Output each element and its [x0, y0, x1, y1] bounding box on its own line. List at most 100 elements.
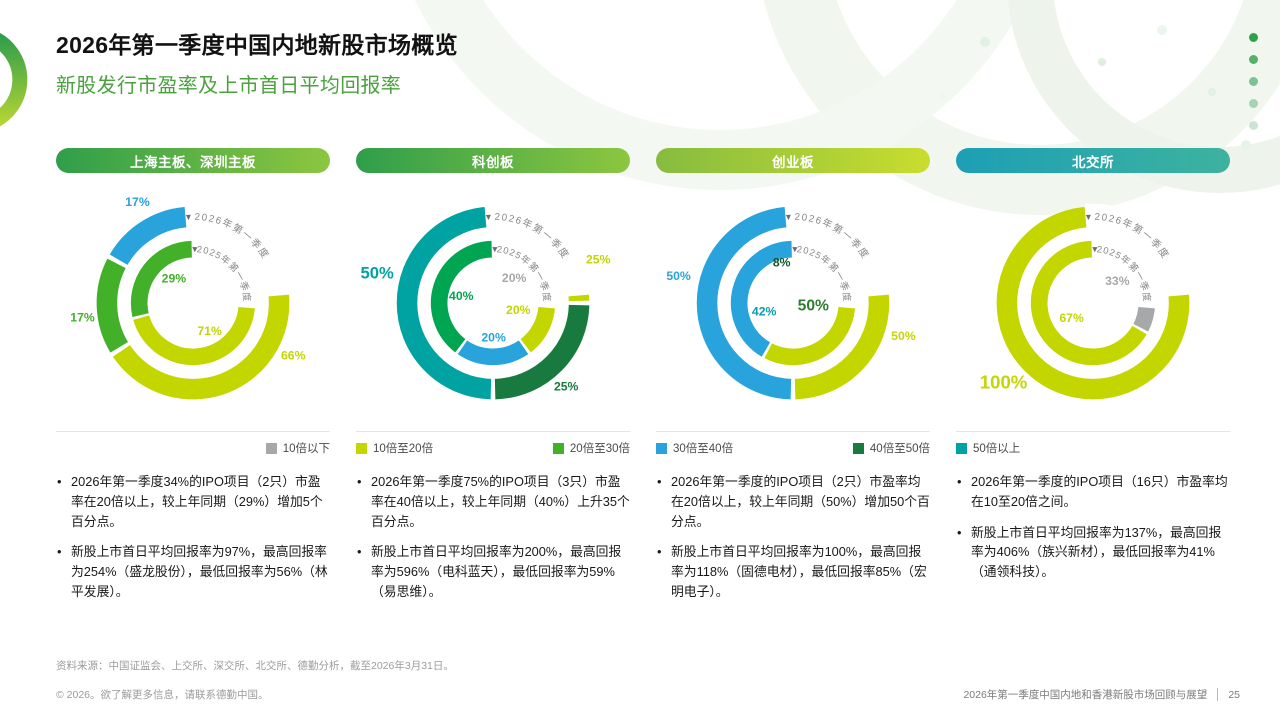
deco-dot — [1249, 55, 1258, 64]
bullet-item: 2026年第一季度75%的IPO项目（3只）市盈率在40倍以上，较上年同期（40… — [356, 472, 630, 531]
segment-percent-label: 67% — [1059, 311, 1084, 325]
segment-percent-label: 50% — [798, 297, 829, 314]
ring-period-marker-icon: ▼ — [1084, 212, 1093, 222]
bullet-item: 新股上市首日平均回报率为100%，最高回报率为118%（固德电材），最低回报率8… — [656, 542, 930, 601]
ring-period-marker-icon: ▼ — [790, 244, 799, 254]
segment-percent-label: 20% — [506, 303, 531, 317]
footer-bar: © 2026。欲了解更多信息，请联系德勤中国。 2026年第一季度中国内地和香港… — [56, 687, 1240, 702]
legend-swatch-icon — [356, 442, 367, 454]
segment-percent-label: 17% — [70, 311, 95, 325]
footer-divider — [1217, 688, 1219, 701]
bullet-item: 新股上市首日平均回报率为137%，最高回报率为406%（族兴新材），最低回报率为… — [956, 523, 1230, 582]
ring-period-marker-icon: ▼ — [190, 244, 199, 254]
ring-period-marker-icon: ▼ — [1090, 244, 1099, 254]
bullet-item: 新股上市首日平均回报率为200%，最高回报率为596%（电科蓝天），最低回报率为… — [356, 542, 630, 601]
legend-item: 10倍至20倍 — [356, 440, 433, 456]
legend-item: 10倍以下 — [265, 440, 330, 456]
board-name: 北交所 — [1072, 154, 1114, 170]
crescent-decoration-icon — [0, 33, 28, 127]
legend-label: 10倍以下 — [282, 443, 330, 455]
bullet-item: 新股上市首日平均回报率为97%，最高回报率为254%（盛龙股份），最低回报率为5… — [56, 542, 330, 601]
copyright-note: © 2026。欲了解更多信息，请联系德勤中国。 — [56, 689, 269, 701]
segment-percent-label: 25% — [586, 253, 611, 267]
legend-swatch-icon — [265, 442, 277, 454]
bullet-item: 2026年第一季度的IPO项目（16只）市盈率均在10至20倍之间。 — [956, 472, 1230, 512]
source-note: 资料来源：中国证监会、上交所、深交所、北交所、德勤分析，截至2026年3月31日… — [56, 660, 454, 672]
board-name: 上海主板、深圳主板 — [130, 154, 256, 170]
segment-percent-label: 8% — [773, 256, 791, 270]
legend-label: 30倍至40倍 — [673, 443, 734, 455]
donut-segment — [96, 258, 129, 353]
legend-swatch-icon — [852, 442, 864, 454]
segment-percent-label: 66% — [281, 349, 306, 363]
donut-segment — [1030, 240, 1147, 366]
board-name: 创业板 — [772, 154, 814, 170]
decorative-dots — [1249, 33, 1258, 130]
legend-label: 50倍以上 — [973, 443, 1021, 455]
deco-dot — [1249, 33, 1258, 42]
doc-meta: 2026年第一季度中国内地和香港新股市场回顾与展望 25 — [963, 687, 1240, 702]
ring-period-marker-icon: ▼ — [184, 212, 193, 222]
segment-percent-label: 50% — [666, 269, 691, 283]
donut-segment — [430, 240, 493, 353]
donut-segment — [494, 304, 590, 400]
legend-row: 50倍以上 — [956, 431, 1230, 456]
board-header-pill: 创业板 — [656, 148, 930, 173]
legend-swatch-icon — [956, 442, 967, 454]
legend-row: 10倍以下 — [56, 431, 330, 456]
board-column-chinext: 创业板 ▼ 2026年第一季度 50% 50% ▼ 2025年第一季度 8% 50% 42% 3… — [656, 148, 930, 613]
ring-period-marker-icon: ▼ — [484, 212, 493, 222]
segment-percent-label: 40% — [449, 289, 474, 303]
segment-percent-label: 33% — [1105, 274, 1130, 288]
donut-chart: ▼ 2026年第一季度 25%25%50%▼2025年第一季度20%20%20%40… — [361, 203, 611, 400]
donut-segment — [457, 340, 529, 366]
deco-dot — [1249, 121, 1258, 130]
page-number: 25 — [1228, 688, 1240, 701]
legend-item: 50倍以上 — [956, 440, 1020, 456]
donut-segment — [730, 240, 793, 357]
ring-period-marker-icon: ▼ — [784, 212, 793, 222]
bullet-list: 2026年第一季度34%的IPO项目（2只）市盈率在20倍以上，较上年同期（29… — [56, 472, 330, 602]
board-header-pill: 北交所 — [956, 148, 1230, 173]
doc-title: 2026年第一季度中国内地和香港新股市场回顾与展望 — [963, 689, 1208, 701]
legend-label: 40倍至50倍 — [869, 443, 930, 455]
board-column-bse: 北交所 ▼ 2026年第一季度 100% ▼ 2025年第一季度 33% 67% 50倍以上… — [956, 148, 1230, 613]
donut-segment — [696, 206, 792, 400]
segment-percent-label: 100% — [980, 371, 1028, 392]
segment-percent-label: 17% — [125, 195, 150, 209]
legend-item: 30倍至40倍 — [656, 440, 733, 456]
bullet-list: 2026年第一季度75%的IPO项目（3只）市盈率在40倍以上，较上年同期（40… — [356, 472, 630, 602]
board-column-star-market: 科创板 ▼ 2026年第一季度 25% 25% 50% ▼ 2025年第一季度 20% 20% 2… — [356, 148, 630, 613]
donut-segment — [396, 206, 492, 400]
legend-row: 10倍至20倍 20倍至30倍 — [356, 431, 630, 456]
segment-percent-label: 29% — [162, 272, 187, 286]
slide-header: 2026年第一季度中国内地新股市场概览 新股发行市盈率及上市首日平均回报率 — [56, 26, 1200, 98]
segment-percent-label: 42% — [752, 305, 777, 319]
bullet-list: 2026年第一季度的IPO项目（2只）市盈率均在20倍以上，较上年同期（50%）… — [656, 472, 930, 602]
segment-percent-label: 50% — [361, 264, 394, 283]
segment-percent-label: 20% — [481, 330, 506, 344]
page-title: 2026年第一季度中国内地新股市场概览 — [56, 32, 458, 58]
bullet-item: 2026年第一季度的IPO项目（2只）市盈率均在20倍以上，较上年同期（50%）… — [656, 472, 930, 531]
legend-label: 10倍至20倍 — [373, 443, 434, 455]
board-header-pill: 科创板 — [356, 148, 630, 173]
legend-item: 40倍至50倍 — [852, 440, 930, 456]
board-name: 科创板 — [472, 154, 514, 170]
deco-dot — [1249, 77, 1258, 86]
page-subtitle: 新股发行市盈率及上市首日平均回报率 — [56, 75, 402, 97]
bullet-item: 2026年第一季度34%的IPO项目（2只）市盈率在20倍以上，较上年同期（29… — [56, 472, 330, 531]
deco-dot — [1249, 99, 1258, 108]
legend-swatch-icon — [656, 442, 667, 454]
board-header-pill: 上海主板、深圳主板 — [56, 148, 330, 173]
segment-percent-label: 20% — [502, 271, 527, 285]
bullet-list: 2026年第一季度的IPO项目（16只）市盈率均在10至20倍之间。 新股上市首… — [956, 472, 1230, 582]
segment-percent-label: 25% — [554, 379, 579, 393]
segment-percent-label: 50% — [891, 329, 916, 343]
ring-period-marker-icon: ▼ — [490, 244, 499, 254]
donut-segment — [130, 240, 193, 317]
segment-percent-label: 71% — [197, 324, 222, 338]
legend-label: 20倍至30倍 — [569, 443, 630, 455]
